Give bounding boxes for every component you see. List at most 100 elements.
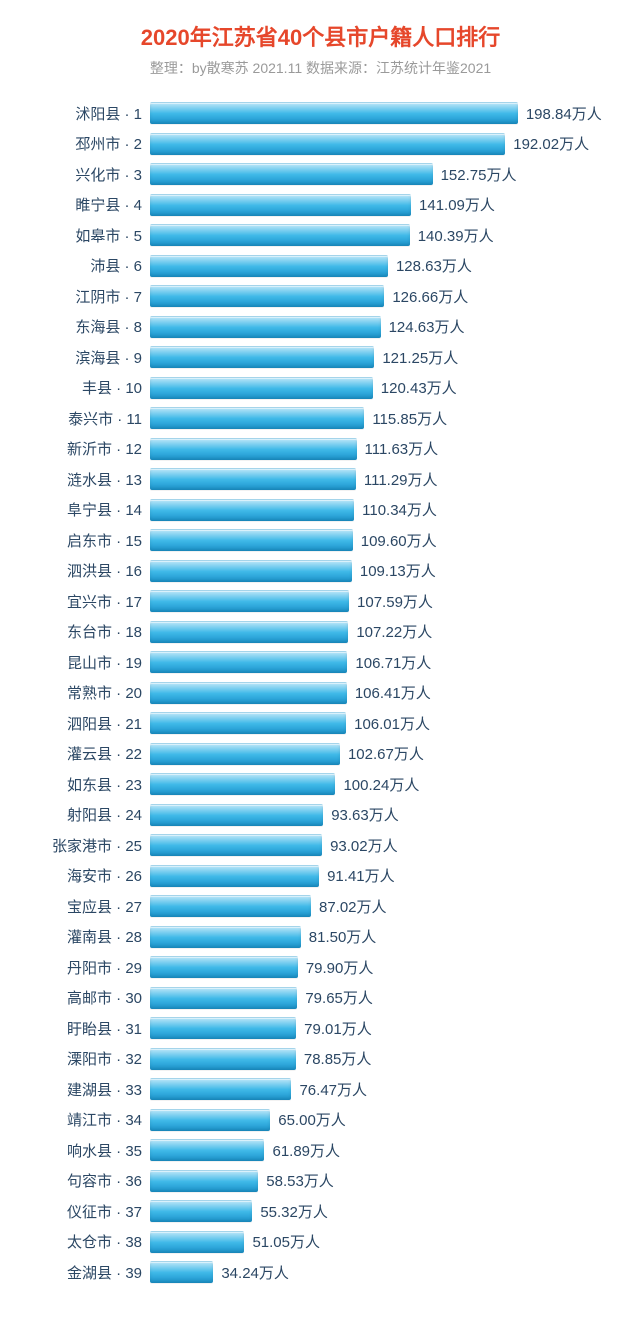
bar-container: 109.13万人	[150, 560, 611, 582]
bar-container: 106.41万人	[150, 682, 611, 704]
row-label: 泗洪县 · 16	[30, 560, 150, 581]
row-label: 金湖县 · 39	[30, 1262, 150, 1283]
bar-container: 34.24万人	[150, 1261, 611, 1283]
value-label: 76.47万人	[299, 1079, 367, 1100]
bar	[150, 1231, 244, 1253]
bar	[150, 956, 298, 978]
chart-title: 2020年江苏省40个县市户籍人口排行	[30, 20, 611, 52]
bar-container: 107.59万人	[150, 590, 611, 612]
row-label: 丰县 · 10	[30, 377, 150, 398]
bar-container: 120.43万人	[150, 377, 611, 399]
bar-container: 126.66万人	[150, 285, 611, 307]
chart-row: 常熟市 · 20106.41万人	[30, 680, 611, 706]
bar	[150, 163, 433, 185]
bar-container: 51.05万人	[150, 1231, 611, 1253]
bar-container: 58.53万人	[150, 1170, 611, 1192]
row-label: 丹阳市 · 29	[30, 957, 150, 978]
value-label: 141.09万人	[419, 194, 495, 215]
value-label: 106.41万人	[355, 682, 431, 703]
row-label: 建湖县 · 33	[30, 1079, 150, 1100]
value-label: 93.02万人	[330, 835, 398, 856]
chart-row: 东海县 · 8124.63万人	[30, 314, 611, 340]
chart-row: 溧阳市 · 3278.85万人	[30, 1046, 611, 1072]
value-label: 79.90万人	[306, 957, 374, 978]
row-label: 东海县 · 8	[30, 316, 150, 337]
value-label: 110.34万人	[362, 499, 437, 520]
bar-container: 140.39万人	[150, 224, 611, 246]
row-label: 滨海县 · 9	[30, 347, 150, 368]
bar-container: 115.85万人	[150, 407, 611, 429]
bar	[150, 926, 301, 948]
bar-container: 102.67万人	[150, 743, 611, 765]
bar-container: 100.24万人	[150, 773, 611, 795]
row-label: 灌云县 · 22	[30, 743, 150, 764]
bar	[150, 468, 356, 490]
value-label: 107.22万人	[356, 621, 432, 642]
row-label: 沛县 · 6	[30, 255, 150, 276]
row-label: 太仓市 · 38	[30, 1231, 150, 1252]
bar	[150, 1017, 296, 1039]
value-label: 152.75万人	[441, 164, 517, 185]
chart-row: 灌云县 · 22102.67万人	[30, 741, 611, 767]
value-label: 198.84万人	[526, 103, 602, 124]
row-label: 泰兴市 · 11	[30, 408, 150, 429]
chart-row: 海安市 · 2691.41万人	[30, 863, 611, 889]
bar-container: 55.32万人	[150, 1200, 611, 1222]
chart-row: 响水县 · 3561.89万人	[30, 1137, 611, 1163]
bar-container: 65.00万人	[150, 1109, 611, 1131]
chart-row: 泗阳县 · 21106.01万人	[30, 710, 611, 736]
value-label: 81.50万人	[309, 926, 377, 947]
bar	[150, 651, 347, 673]
chart-row: 金湖县 · 3934.24万人	[30, 1259, 611, 1285]
bar	[150, 682, 347, 704]
bar	[150, 987, 297, 1009]
value-label: 111.29万人	[364, 469, 438, 490]
bar-container: 78.85万人	[150, 1048, 611, 1070]
chart-row: 兴化市 · 3152.75万人	[30, 161, 611, 187]
chart-row: 沭阳县 · 1 198.84万人	[30, 100, 611, 126]
bar	[150, 407, 364, 429]
row-label: 张家港市 · 25	[30, 835, 150, 856]
row-label: 睢宁县 · 4	[30, 194, 150, 215]
chart-body: 沭阳县 · 1198.84万人邳州市 · 2192.02万人兴化市 · 3152…	[30, 100, 611, 1285]
bar	[150, 895, 311, 917]
chart-row: 涟水县 · 13 111.29万人	[30, 466, 611, 492]
bar	[150, 1170, 258, 1192]
chart-row: 高邮市 · 3079.65万人	[30, 985, 611, 1011]
bar	[150, 1200, 252, 1222]
bar	[150, 255, 388, 277]
bar-container: 61.89万人	[150, 1139, 611, 1161]
value-label: 78.85万人	[304, 1048, 372, 1069]
chart-row: 如东县 · 23100.24万人	[30, 771, 611, 797]
bar-container: 107.22万人	[150, 621, 611, 643]
bar-container: 81.50万人	[150, 926, 611, 948]
value-label: 51.05万人	[252, 1231, 320, 1252]
bar	[150, 621, 348, 643]
bar-container: 93.02万人	[150, 834, 611, 856]
bar	[150, 346, 374, 368]
row-label: 沭阳县 · 1	[30, 103, 150, 124]
row-label: 如东县 · 23	[30, 774, 150, 795]
bar-container: 93.63万人	[150, 804, 611, 826]
bar	[150, 865, 319, 887]
bar	[150, 1109, 270, 1131]
row-label: 新沂市 · 12	[30, 438, 150, 459]
row-label: 邳州市 · 2	[30, 133, 150, 154]
bar-container: 111.29万人	[150, 468, 611, 490]
chart-row: 江阴市 · 7126.66万人	[30, 283, 611, 309]
value-label: 58.53万人	[266, 1170, 334, 1191]
row-label: 仪征市 · 37	[30, 1201, 150, 1222]
chart-row: 靖江市 · 3465.00万人	[30, 1107, 611, 1133]
row-label: 如皋市 · 5	[30, 225, 150, 246]
row-label: 涟水县 · 13	[30, 469, 150, 490]
chart-row: 宝应县 · 2787.02万人	[30, 893, 611, 919]
chart-row: 太仓市 · 38 51.05万人	[30, 1229, 611, 1255]
bar-container: 109.60万人	[150, 529, 611, 551]
row-label: 启东市 · 15	[30, 530, 150, 551]
bar	[150, 773, 335, 795]
bar	[150, 1261, 213, 1283]
bar	[150, 834, 322, 856]
value-label: 91.41万人	[327, 865, 395, 886]
chart-subtitle: 整理：by散寒苏 2021.11 数据来源：江苏统计年鉴2021	[30, 58, 611, 78]
value-label: 93.63万人	[331, 804, 399, 825]
